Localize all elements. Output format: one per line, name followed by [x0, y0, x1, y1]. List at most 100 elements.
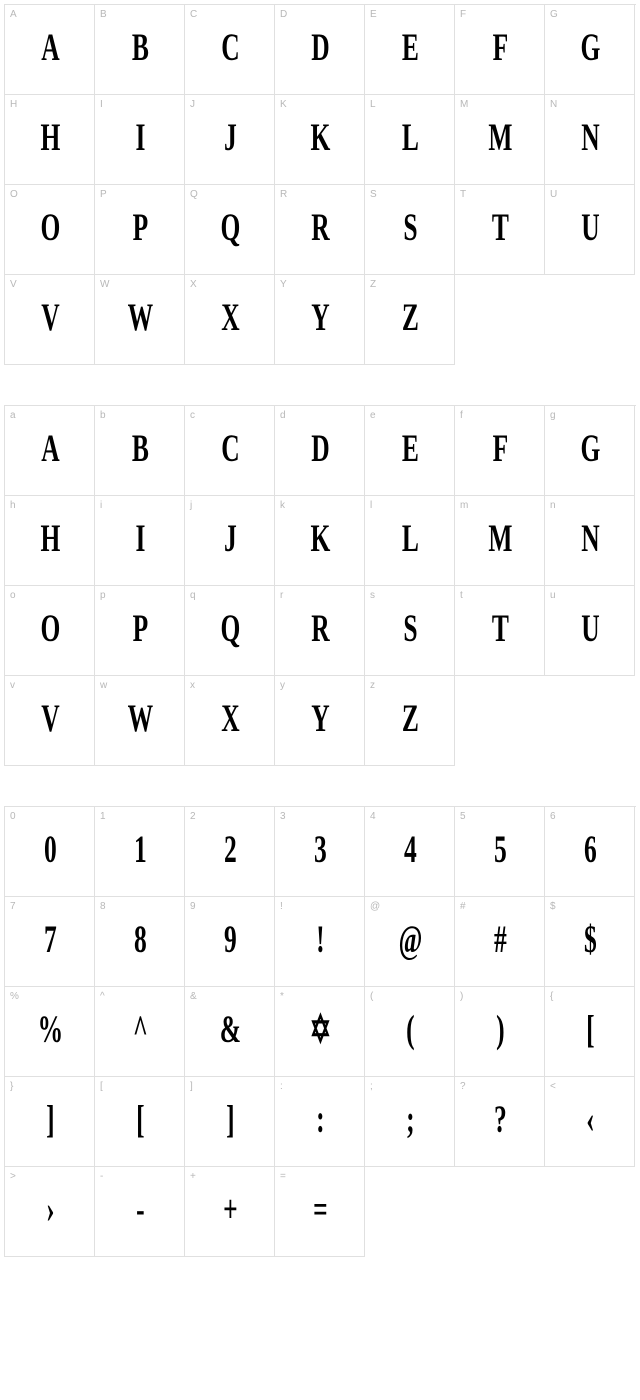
cell-glyph: B [131, 427, 147, 471]
glyph-cell: HH [5, 95, 95, 185]
cell-label: F [460, 9, 466, 20]
cell-glyph: [ [136, 1098, 144, 1142]
cell-glyph: - [136, 1188, 144, 1232]
cell-label: # [460, 901, 466, 912]
cell-glyph: ] [226, 1098, 234, 1142]
cell-glyph: F [492, 26, 507, 70]
cell-glyph: ) [496, 1008, 504, 1052]
glyph-cell: {[ [545, 987, 635, 1077]
cell-label: ! [280, 901, 283, 912]
cell-glyph: [ [586, 1008, 594, 1052]
cell-glyph: 1 [134, 828, 146, 872]
glyph-cell: NN [545, 95, 635, 185]
cell-label: k [280, 500, 285, 511]
cell-glyph: O [40, 607, 59, 651]
glyph-cell: EE [365, 5, 455, 95]
cell-label: * [280, 991, 284, 1002]
cell-glyph: # [494, 918, 506, 962]
cell-glyph: J [224, 116, 236, 160]
cell-glyph: M [488, 116, 511, 160]
cell-glyph: R [311, 607, 329, 651]
cell-label: r [280, 590, 283, 601]
cell-label: L [370, 99, 376, 110]
cell-glyph: T [491, 607, 507, 651]
glyph-cell: eE [365, 406, 455, 496]
cell-label: a [10, 410, 16, 421]
cell-glyph: H [40, 517, 59, 561]
cell-label: S [370, 189, 377, 200]
glyph-cell: 00 [5, 807, 95, 897]
cell-label: E [370, 9, 377, 20]
glyph-cell: iI [95, 496, 185, 586]
cell-glyph: ! [316, 918, 324, 962]
glyph-cell: zZ [365, 676, 455, 766]
cell-label: R [280, 189, 287, 200]
cell-glyph: R [311, 206, 329, 250]
cell-label: e [370, 410, 376, 421]
cell-label: p [100, 590, 106, 601]
cell-label: < [550, 1081, 556, 1092]
glyph-cell: GG [545, 5, 635, 95]
cell-glyph: W [127, 296, 152, 340]
glyph-cell: %% [5, 987, 95, 1077]
cell-label: i [100, 500, 102, 511]
chart-section-numbers-symbols: 00112233445566778899!!@@##$$%%^^&&*✡(())… [4, 806, 636, 1257]
cell-label: 9 [190, 901, 196, 912]
glyph-cell: PP [95, 185, 185, 275]
cell-glyph: S [403, 607, 416, 651]
cell-glyph: Y [311, 296, 329, 340]
glyph-cell: ]] [185, 1077, 275, 1167]
cell-label: % [10, 991, 19, 1002]
glyph-cell: vV [5, 676, 95, 766]
cell-glyph: % [37, 1008, 62, 1052]
cell-glyph: = [313, 1188, 327, 1232]
cell-glyph: ? [494, 1098, 506, 1142]
glyph-cell: *✡ [275, 987, 365, 1077]
glyph-cell: pP [95, 586, 185, 676]
cell-label: @ [370, 901, 380, 912]
glyph-cell: 88 [95, 897, 185, 987]
cell-glyph: 0 [44, 828, 56, 872]
glyph-cell: 99 [185, 897, 275, 987]
glyph-cell: 55 [455, 807, 545, 897]
glyph-cell: ZZ [365, 275, 455, 365]
glyph-cell: uU [545, 586, 635, 676]
cell-glyph: C [221, 26, 239, 70]
cell-glyph: U [581, 206, 599, 250]
cell-label: 2 [190, 811, 196, 822]
glyph-cell: !! [275, 897, 365, 987]
glyph-cell: dD [275, 406, 365, 496]
cell-glyph: 9 [224, 918, 236, 962]
cell-glyph: H [40, 116, 59, 160]
glyph-cell: kK [275, 496, 365, 586]
glyph-cell: 66 [545, 807, 635, 897]
cell-label: ? [460, 1081, 466, 1092]
cell-glyph: A [41, 26, 59, 70]
cell-label: y [280, 680, 285, 691]
glyph-cell: qQ [185, 586, 275, 676]
cell-label: = [280, 1171, 286, 1182]
glyph-cell: }] [5, 1077, 95, 1167]
glyph-grid: 00112233445566778899!!@@##$$%%^^&&*✡(())… [4, 806, 636, 1257]
cell-glyph: N [581, 116, 599, 160]
cell-label: $ [550, 901, 556, 912]
glyph-cell: WW [95, 275, 185, 365]
cell-label: v [10, 680, 15, 691]
glyph-cell: 33 [275, 807, 365, 897]
cell-glyph: ‹ [586, 1098, 594, 1142]
cell-glyph: D [311, 427, 329, 471]
glyph-cell: sS [365, 586, 455, 676]
cell-label: w [100, 680, 107, 691]
cell-glyph: ✡ [309, 1007, 330, 1053]
glyph-cell: $$ [545, 897, 635, 987]
cell-label: N [550, 99, 557, 110]
cell-glyph: 4 [404, 828, 416, 872]
cell-glyph: + [223, 1188, 237, 1232]
cell-label: j [190, 500, 192, 511]
cell-glyph: 7 [44, 918, 56, 962]
glyph-cell: fF [455, 406, 545, 496]
cell-label: } [10, 1081, 13, 1092]
cell-label: l [370, 500, 372, 511]
glyph-cell: 77 [5, 897, 95, 987]
cell-label: 7 [10, 901, 16, 912]
